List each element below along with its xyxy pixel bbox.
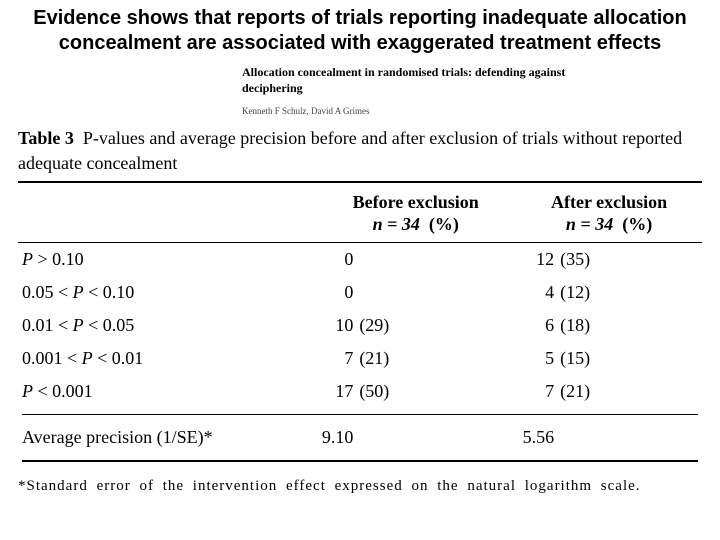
article-authors: Kenneth F Schulz, David A Grimes bbox=[242, 106, 708, 116]
cell-after: 6(18) bbox=[516, 309, 702, 342]
slide-headline: Evidence shows that reports of trials re… bbox=[12, 6, 708, 56]
table-row: P > 0.10012(35) bbox=[18, 243, 702, 276]
row-label: P > 0.10 bbox=[18, 243, 315, 276]
cell-before: 10(29) bbox=[315, 309, 516, 342]
summary-row: Average precision (1/SE)* 9.10 5.56 bbox=[18, 421, 702, 454]
row-label: 0.05 < P < 0.10 bbox=[18, 276, 315, 309]
table-footnote: *Standard error of the intervention effe… bbox=[18, 476, 702, 498]
cell-after: 5(15) bbox=[516, 342, 702, 375]
summary-label: Average precision (1/SE)* bbox=[18, 421, 315, 454]
slide: Evidence shows that reports of trials re… bbox=[0, 0, 720, 540]
table-3: Table 3 P-values and average precision b… bbox=[12, 126, 708, 497]
summary-before: 9.10 bbox=[315, 421, 516, 454]
article-title: Allocation concealment in randomised tri… bbox=[242, 64, 622, 96]
table-caption-text: P-values and average precision before an… bbox=[18, 128, 682, 172]
cell-after: 12(35) bbox=[516, 243, 702, 276]
row-label: 0.01 < P < 0.05 bbox=[18, 309, 315, 342]
col-before-header: Before exclusion n = 34 (%) bbox=[315, 183, 516, 242]
cell-before: 0 bbox=[315, 276, 516, 309]
data-table: Before exclusion n = 34 (%) After exclus… bbox=[18, 181, 702, 468]
col-blank bbox=[18, 183, 315, 242]
table-row: 0.001 < P < 0.017(21)5(15) bbox=[18, 342, 702, 375]
table-row: P < 0.00117(50)7(21) bbox=[18, 375, 702, 408]
table-row: 0.01 < P < 0.0510(29)6(18) bbox=[18, 309, 702, 342]
table-label: Table 3 bbox=[18, 128, 74, 148]
col-after-header: After exclusion n = 34 (%) bbox=[516, 183, 702, 242]
table-caption: Table 3 P-values and average precision b… bbox=[18, 126, 702, 175]
cell-before: 7(21) bbox=[315, 342, 516, 375]
cell-before: 17(50) bbox=[315, 375, 516, 408]
cell-before: 0 bbox=[315, 243, 516, 276]
row-label: P < 0.001 bbox=[18, 375, 315, 408]
cell-after: 7(21) bbox=[516, 375, 702, 408]
table-body: P > 0.10012(35)0.05 < P < 0.1004(12)0.01… bbox=[18, 243, 702, 408]
summary-after: 5.56 bbox=[516, 421, 702, 454]
table-row: 0.05 < P < 0.1004(12) bbox=[18, 276, 702, 309]
cell-after: 4(12) bbox=[516, 276, 702, 309]
row-label: 0.001 < P < 0.01 bbox=[18, 342, 315, 375]
